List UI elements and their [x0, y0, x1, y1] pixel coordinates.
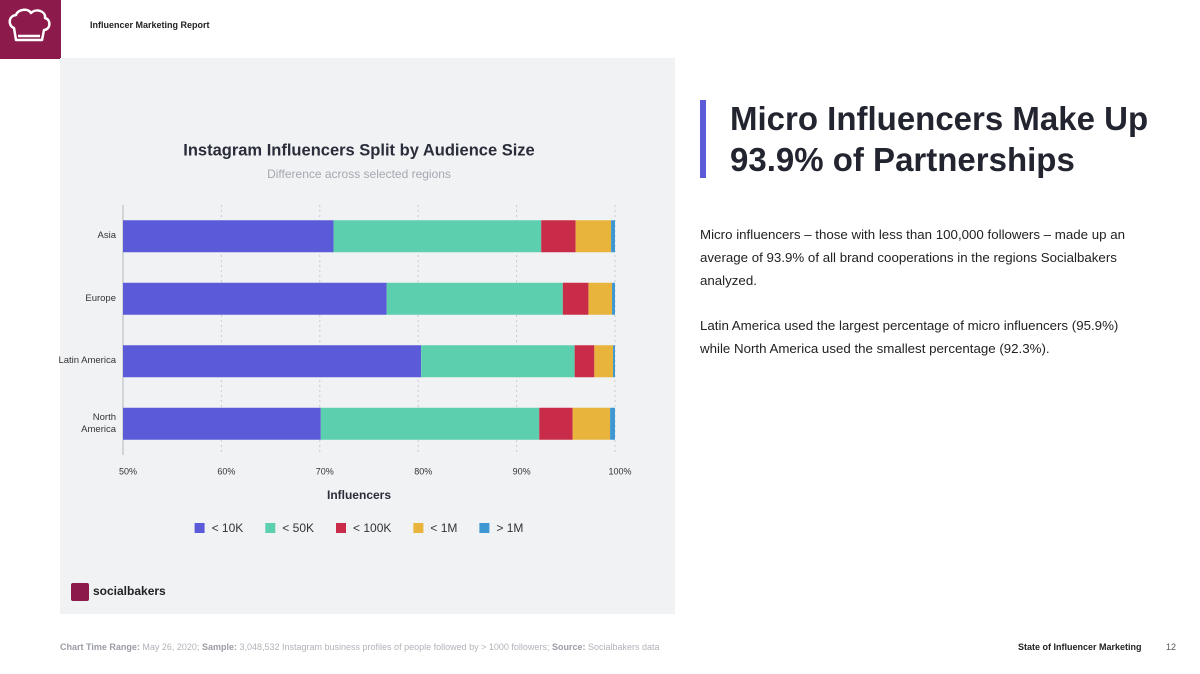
logo-box: [0, 0, 61, 59]
chart-subtitle: Difference across selected regions: [267, 167, 451, 181]
chart-panel: [60, 58, 675, 614]
x-tick-label: 90%: [513, 466, 531, 476]
x-tick-label: 70%: [316, 466, 334, 476]
note-label: Source:: [551, 642, 586, 652]
bar-segment: [123, 345, 422, 378]
legend-swatch: [413, 523, 424, 533]
bar-segment: [610, 407, 615, 440]
article-paragraph: Micro influencers – those with less than…: [700, 227, 1126, 288]
bar-segment: [123, 407, 321, 440]
note-label: Chart Time Range:: [60, 642, 140, 652]
heading-accent: [700, 100, 706, 178]
bar-segment: [562, 282, 589, 315]
y-tick-label: Asia: [97, 230, 116, 242]
y-tick-label: Latin America: [58, 355, 116, 367]
note-label: Sample:: [201, 642, 237, 652]
bar-segment: [572, 407, 611, 440]
note-text: May 26, 2020;: [142, 642, 200, 652]
bar-segment: [123, 282, 387, 315]
legend-swatch: [479, 523, 490, 533]
x-axis-label: Influencers: [327, 488, 391, 502]
bars: [123, 220, 615, 440]
article-heading: Micro Influencers Make Up 93.9% of Partn…: [730, 100, 1149, 178]
article-body: Micro influencers – those with less than…: [700, 223, 1130, 382]
bar-segment: [320, 407, 540, 440]
y-tick-label: North America: [81, 411, 116, 435]
brand-name: socialbakers: [93, 584, 166, 598]
bar-segment: [575, 220, 612, 253]
bar-segment: [541, 220, 576, 253]
bar-segment: [386, 282, 563, 315]
chart-title: Instagram Influencers Split by Audience …: [183, 141, 534, 159]
footer-notes: Chart Time Range: May 26, 2020; Sample: …: [60, 642, 660, 652]
bar-segment: [612, 282, 615, 315]
bar-segment: [588, 282, 613, 315]
legend-swatch: [265, 523, 276, 533]
legend-label: < 1M: [430, 521, 457, 535]
legend-label: < 50K: [282, 521, 314, 535]
x-tick-label: 50%: [119, 466, 137, 476]
bar-segment: [613, 345, 615, 378]
brand-icon: [71, 583, 89, 601]
logo-icon: [8, 8, 51, 42]
legend-label: < 100K: [353, 521, 391, 535]
note-text: Socialbakers data: [587, 642, 660, 652]
page-number: 12: [1166, 642, 1177, 652]
bar-segment: [611, 220, 615, 253]
legend-swatch: [336, 523, 346, 533]
header-title: Influencer Marketing Report: [90, 20, 210, 30]
footer-report: State of Influencer Marketing: [1018, 642, 1142, 652]
bar-segment: [123, 220, 334, 253]
bar-segment: [594, 345, 614, 378]
x-tick-label: 60%: [217, 466, 235, 476]
bar-segment: [421, 345, 575, 378]
note-text: 3,048,532 Instagram business profiles of…: [239, 642, 550, 652]
y-tick-label: Europe: [85, 292, 116, 304]
x-tick-label: 80%: [414, 466, 432, 476]
article-paragraph: Latin America used the largest percentag…: [700, 318, 1119, 356]
x-tick-label: 100%: [608, 466, 631, 476]
legend-label: > 1M: [496, 521, 523, 535]
legend-label: < 10K: [212, 521, 244, 535]
bar-segment: [574, 345, 595, 378]
bar-segment: [539, 407, 573, 440]
legend-swatch: [194, 523, 205, 533]
bar-segment: [333, 220, 542, 253]
